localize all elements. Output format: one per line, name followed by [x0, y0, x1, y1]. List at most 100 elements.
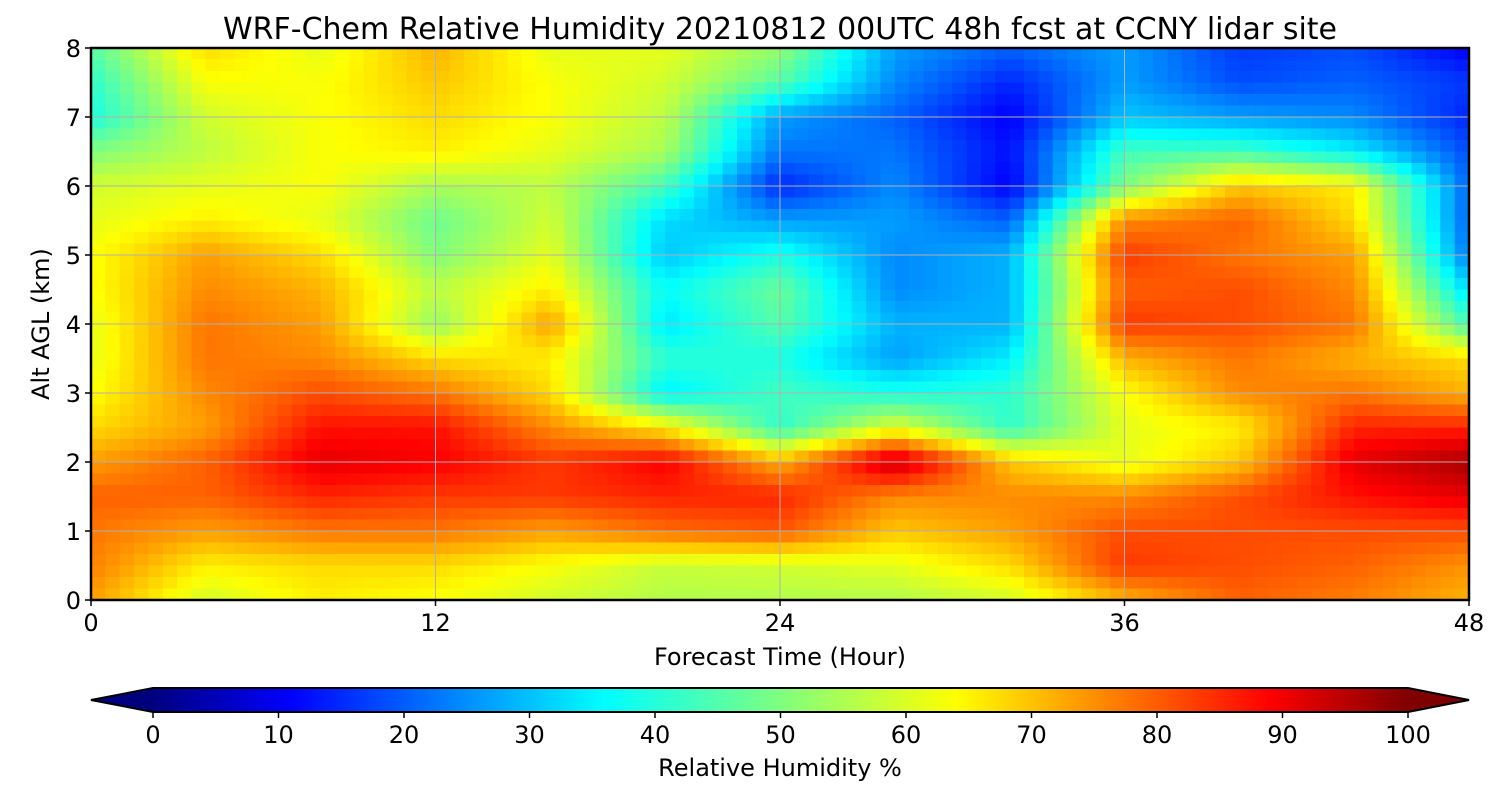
heatmap-cell — [349, 588, 365, 600]
heatmap-cell — [1009, 473, 1025, 486]
heatmap-cell — [1296, 82, 1312, 95]
heatmap-cell — [1382, 565, 1398, 578]
heatmap-cell — [808, 163, 824, 176]
heatmap-cell — [650, 439, 666, 452]
heatmap-cell — [1153, 82, 1169, 95]
heatmap-cell — [736, 588, 752, 600]
heatmap-cell — [205, 174, 221, 187]
heatmap-cell — [665, 565, 681, 578]
heatmap-cell — [909, 278, 925, 291]
heatmap-cell — [521, 232, 537, 245]
heatmap-cell — [177, 450, 193, 463]
heatmap-cell — [751, 519, 767, 532]
heatmap-cell — [1425, 151, 1441, 164]
heatmap-cell — [1095, 324, 1111, 337]
heatmap-cell — [134, 289, 150, 302]
heatmap-cell — [923, 243, 939, 256]
heatmap-cell — [1382, 427, 1398, 440]
heatmap-cell — [335, 565, 350, 578]
heatmap-cell — [1196, 312, 1212, 325]
heatmap-cell — [579, 588, 594, 600]
heatmap-cell — [1425, 416, 1441, 429]
heatmap-cell — [1052, 220, 1068, 233]
heatmap-cell — [349, 531, 365, 544]
heatmap-cell — [780, 393, 795, 406]
heatmap-cell — [1110, 220, 1126, 233]
heatmap-cell — [1411, 255, 1427, 268]
heatmap-field — [91, 48, 1469, 600]
heatmap-cell — [1110, 289, 1126, 302]
heatmap-cell — [1052, 59, 1068, 72]
heatmap-cell — [808, 243, 824, 256]
heatmap-cell — [335, 393, 350, 406]
heatmap-cell — [507, 588, 523, 600]
heatmap-cell — [823, 312, 839, 325]
heatmap-cell — [909, 197, 925, 210]
heatmap-cell — [320, 220, 336, 233]
heatmap-cell — [277, 197, 293, 210]
heatmap-cell — [679, 577, 695, 590]
heatmap-cell — [708, 473, 724, 486]
heatmap-cell — [1253, 48, 1269, 61]
heatmap-cell — [1224, 577, 1240, 590]
heatmap-cell — [363, 358, 379, 371]
heatmap-cell — [378, 174, 394, 187]
heatmap-cell — [119, 289, 135, 302]
heatmap-cell — [492, 197, 508, 210]
heatmap-cell — [507, 312, 523, 325]
heatmap-cell — [105, 427, 121, 440]
heatmap-cell — [162, 347, 178, 360]
heatmap-cell — [794, 542, 810, 555]
heatmap-cell — [1038, 370, 1054, 383]
heatmap-cell — [851, 485, 867, 498]
heatmap-cell — [91, 151, 106, 164]
heatmap-cell — [1425, 186, 1441, 199]
heatmap-cell — [1325, 82, 1341, 95]
heatmap-cell — [579, 439, 594, 452]
heatmap-cell — [105, 186, 121, 199]
heatmap-cell — [1368, 473, 1384, 486]
heatmap-cell — [1339, 278, 1355, 291]
heatmap-cell — [1311, 450, 1327, 463]
heatmap-cell — [291, 485, 307, 498]
heatmap-cell — [535, 117, 551, 130]
heatmap-cell — [808, 450, 824, 463]
heatmap-cell — [1124, 301, 1140, 314]
heatmap-cell — [722, 301, 738, 314]
heatmap-cell — [449, 117, 465, 130]
heatmap-cell — [335, 531, 350, 544]
heatmap-cell — [1095, 220, 1111, 233]
heatmap-cell — [564, 312, 580, 325]
heatmap-cell — [1167, 427, 1183, 440]
heatmap-cell — [751, 485, 767, 498]
heatmap-cell — [378, 462, 394, 475]
heatmap-cell — [277, 289, 293, 302]
heatmap-cell — [823, 439, 839, 452]
heatmap-cell — [564, 508, 580, 521]
heatmap-cell — [1253, 462, 1269, 475]
heatmap-cell — [1325, 542, 1341, 555]
heatmap-cell — [1009, 140, 1025, 153]
heatmap-cell — [234, 197, 250, 210]
heatmap-cell — [277, 128, 293, 141]
heatmap-cell — [535, 94, 551, 107]
heatmap-cell — [665, 358, 681, 371]
heatmap-cell — [91, 565, 106, 578]
heatmap-cell — [593, 404, 609, 417]
heatmap-cell — [866, 243, 882, 256]
heatmap-cell — [277, 439, 293, 452]
heatmap-cell — [320, 347, 336, 360]
heatmap-cell — [1339, 105, 1355, 118]
heatmap-cell — [1009, 197, 1025, 210]
heatmap-cell — [105, 278, 121, 291]
heatmap-cell — [177, 473, 193, 486]
heatmap-cell — [1081, 232, 1097, 245]
heatmap-cell — [995, 347, 1011, 360]
heatmap-cell — [952, 358, 968, 371]
heatmap-cell — [1311, 243, 1327, 256]
heatmap-cell — [291, 266, 307, 279]
heatmap-cell — [1153, 496, 1169, 509]
heatmap-cell — [449, 473, 465, 486]
heatmap-cell — [622, 519, 638, 532]
heatmap-cell — [291, 186, 307, 199]
